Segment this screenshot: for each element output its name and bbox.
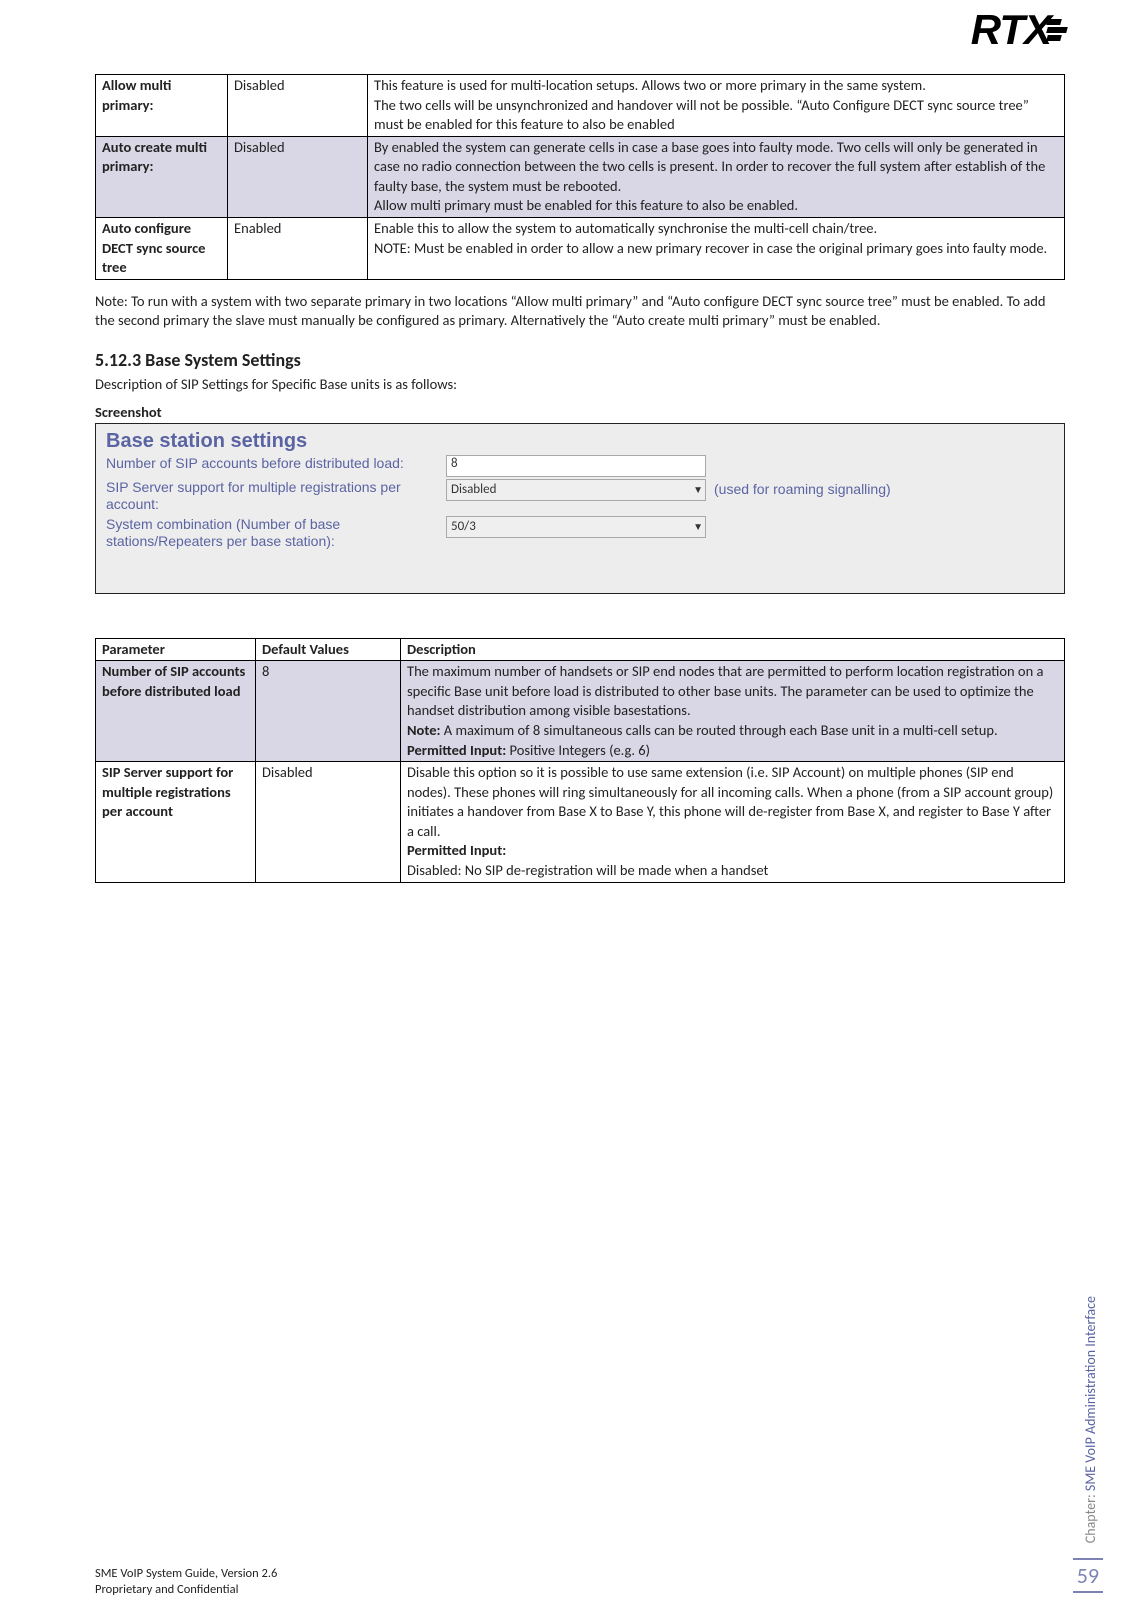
screenshot-field-label: SIP Server support for multiple registra… [106,479,446,514]
header-parameter: Parameter [96,638,256,661]
section-description: Description of SIP Settings for Specific… [95,375,1065,393]
screenshot-field-label: Number of SIP accounts before distribute… [106,455,446,473]
text-input[interactable]: 8 [446,455,706,477]
table-row: Allow multi primary:DisabledThis feature… [96,75,1065,137]
chevron-down-icon: ▼ [693,483,703,496]
footer: SME VoIP System Guide, Version 2.6 Propr… [95,1566,277,1599]
screenshot-box: Base station settings Number of SIP acco… [95,423,1065,594]
desc-cell: Disable this option so it is possible to… [401,762,1065,882]
logo: RTX [971,6,1067,54]
param-cell: Auto create multi primary: [96,136,228,217]
logo-text: RT [971,6,1024,54]
screenshot-field-wrap: 50/3 ▼ [446,516,706,538]
desc-cell: By enabled the system can generate cells… [368,136,1065,217]
footer-line-1: SME VoIP System Guide, Version 2.6 [95,1566,277,1582]
table-row: SIP Server support for multiple registra… [96,762,1065,882]
param-cell: Number of SIP accounts before distribute… [96,661,256,762]
base-system-settings-table: Parameter Default Values Description Num… [95,638,1065,883]
chapter-side-label: Chapter: SME VoIP Administration Interfa… [1082,1296,1099,1543]
default-cell: Disabled [228,136,368,217]
field-hint: (used for roaming signalling) [714,479,891,497]
table-row: Auto configure DECT sync source treeEnab… [96,217,1065,279]
desc-cell: Enable this to allow the system to autom… [368,217,1065,279]
table-row: Auto create multi primary:DisabledBy ena… [96,136,1065,217]
screenshot-title: Base station settings [106,430,1054,453]
chevron-down-icon: ▼ [693,520,703,533]
default-cell: Disabled [228,75,368,137]
param-cell: Auto configure DECT sync source tree [96,217,228,279]
param-cell: SIP Server support for multiple registra… [96,762,256,882]
select-dropdown[interactable]: Disabled ▼ [446,479,706,501]
screenshot-field-wrap: 8 [446,455,706,477]
table-header-row: Parameter Default Values Description [96,638,1065,661]
screenshot-field-wrap: Disabled ▼ [446,479,706,501]
screenshot-row: SIP Server support for multiple registra… [106,479,1054,514]
param-cell: Allow multi primary: [96,75,228,137]
select-value: Disabled [451,482,496,497]
note-paragraph: Note: To run with a system with two sepa… [95,292,1065,331]
default-cell: 8 [256,661,401,762]
screenshot-row: System combination (Number of base stati… [106,516,1054,551]
select-dropdown[interactable]: 50/3 ▼ [446,516,706,538]
screenshot-label: Screenshot [95,403,1065,421]
multi-primary-table: Allow multi primary:DisabledThis feature… [95,74,1065,280]
screenshot-field-label: System combination (Number of base stati… [106,516,446,551]
default-cell: Disabled [256,762,401,882]
default-cell: Enabled [228,217,368,279]
logo-bars-icon [1047,17,1067,43]
desc-cell: The maximum number of handsets or SIP en… [401,661,1065,762]
chapter-text: SME VoIP Administration Interface [1082,1296,1099,1494]
chapter-prefix: Chapter: [1082,1494,1099,1543]
desc-cell: This feature is used for multi-location … [368,75,1065,137]
page-number: 59 [1073,1558,1103,1593]
footer-line-2: Proprietary and Confidential [95,1582,277,1598]
table-row: Number of SIP accounts before distribute… [96,661,1065,762]
select-value: 50/3 [451,519,476,534]
header-description: Description [401,638,1065,661]
screenshot-row: Number of SIP accounts before distribute… [106,455,1054,477]
page: RTX Allow multi primary:DisabledThis fea… [0,0,1135,1623]
header-default: Default Values [256,638,401,661]
section-heading: 5.12.3 Base System Settings [95,349,1065,371]
